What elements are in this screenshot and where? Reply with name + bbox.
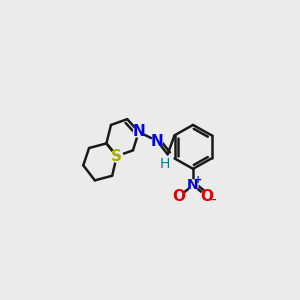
- Text: +: +: [194, 176, 202, 185]
- Text: O: O: [173, 189, 186, 204]
- Circle shape: [134, 127, 144, 137]
- Text: O: O: [200, 189, 213, 204]
- Text: H: H: [160, 157, 170, 171]
- Text: −: −: [209, 195, 217, 205]
- Circle shape: [201, 190, 213, 202]
- Text: N: N: [151, 134, 164, 148]
- Text: N: N: [132, 124, 145, 140]
- Circle shape: [188, 180, 198, 190]
- Text: N: N: [187, 178, 199, 192]
- Circle shape: [152, 136, 163, 146]
- Text: S: S: [111, 148, 122, 164]
- Circle shape: [173, 190, 185, 202]
- Circle shape: [111, 150, 123, 162]
